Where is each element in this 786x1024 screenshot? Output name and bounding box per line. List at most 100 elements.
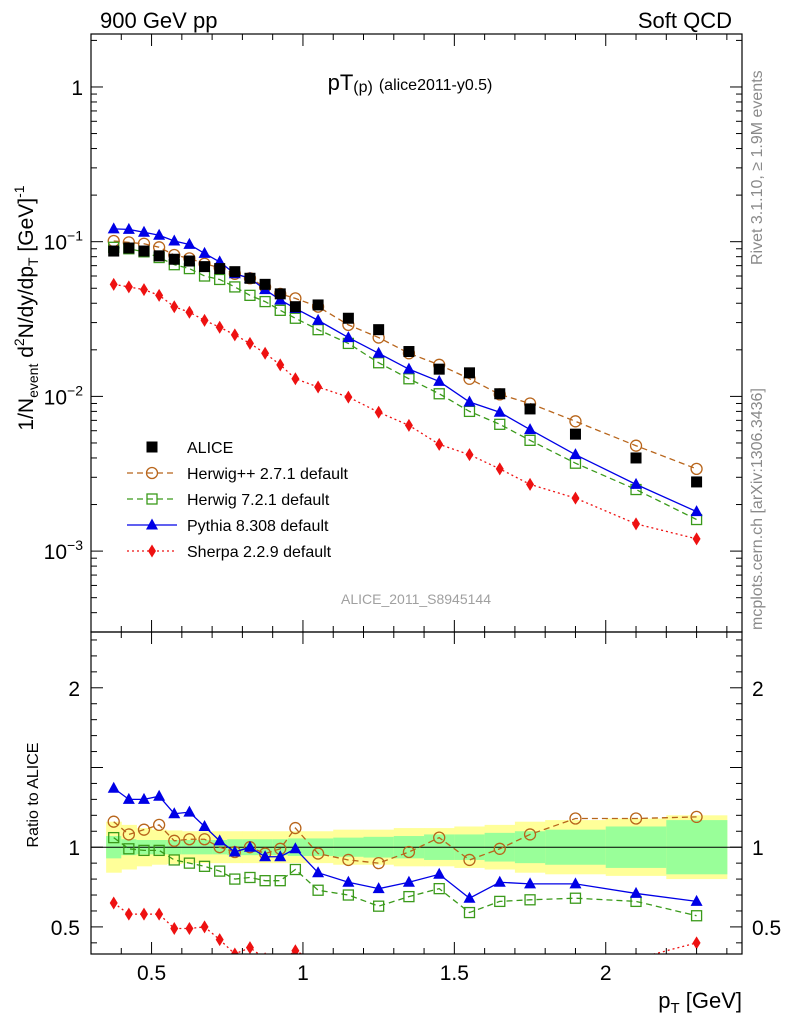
data-point [229,266,241,278]
data-point [690,462,703,476]
data-point [494,418,506,430]
data-point [524,434,536,446]
ratio-point [200,920,209,934]
data-point [185,305,194,319]
ratio-point [463,906,476,919]
data-point [403,373,415,385]
data-point [463,395,476,407]
x-tick-label: 1 [297,962,309,985]
y-tick-label: 1 [71,77,83,100]
ratio-y-tick-label: 1 [68,837,80,860]
ratio-point [493,842,506,855]
ratio-point [433,882,445,895]
data-point [526,477,535,491]
data-point [629,439,643,452]
legend-marker [145,466,159,480]
ratio-point [373,900,385,912]
ratio-point [109,896,118,910]
ratio-series-sherpa-2-2-9-default [109,896,701,981]
upper-frame [90,33,743,633]
mcplots-label: mcplots.cern.ch [arXiv:1306.3436] [749,388,766,630]
data-point [690,505,703,517]
ratio-point [289,863,302,876]
data-point [374,405,383,419]
data-point [692,532,701,546]
ratio-frame [90,631,743,955]
ratio-line [113,837,697,917]
upper-y-axis-label: 1/Nevent d2N/dy/dpT [GeV]-1 [11,185,41,430]
data-point [199,261,211,273]
ratio-point [314,955,322,968]
ratio-point [433,867,446,879]
ratio-point [690,910,703,922]
ratio-point [183,857,196,869]
plot-title-main: pT [328,70,354,95]
data-point [433,388,445,400]
ratio-y-tick-label-right: 2 [752,678,764,701]
data-point [291,372,300,386]
series-sherpa-2-2-9-default [109,277,701,546]
data-point [274,288,286,300]
ratio-point [107,781,120,793]
ratio-point [274,875,286,887]
data-point [198,246,211,258]
collision-label: 900 GeV pp [100,8,217,33]
ratio-point [463,891,476,903]
ratio-series-group [107,781,703,981]
legend-marker [146,441,158,453]
data-point [433,363,445,375]
data-point [372,346,385,358]
x-tick-label: 1.5 [440,962,469,985]
data-point [230,328,239,342]
ratio-point [214,865,226,877]
ratio-point [198,860,211,872]
ratio-point [692,936,701,950]
ratio-panel: 2 2 1 1 0.5 0.5 0.5 1 1.5 2 Ratio to ALICE pT [Ge… [25,631,781,1017]
data-point [435,437,444,451]
legend-entry: Sherpa 2.2.9 default [127,544,332,561]
data-point [344,390,353,404]
data-point [289,312,302,324]
data-point [244,289,256,301]
data-point [261,346,270,360]
ratio-point [571,965,579,978]
ratio-point [403,890,415,903]
ratio-point [569,812,582,825]
ratio-point [170,921,179,935]
ratio-y-tick-label: 0.5 [51,917,80,940]
data-point [244,272,256,284]
legend-entry: Herwig++ 2.7.1 default [127,466,349,483]
ratio-point [153,789,166,801]
ratio-y-tick-label-right: 0.5 [752,917,781,940]
ratio-point [523,828,537,841]
ratio-point [228,845,241,857]
ratio-point [213,834,226,846]
data-point [198,270,211,282]
legend-label: Herwig 7.2.1 default [187,492,330,509]
ratio-point [155,907,164,921]
data-point [124,280,133,294]
ratio-point [375,968,383,981]
ratio-point [463,853,476,867]
ratio-point [183,833,196,846]
ratio-point [496,968,504,981]
ratio-point [630,886,643,898]
ratio-point [493,875,506,887]
category-label: Soft QCD [638,8,732,33]
ratio-point [168,807,181,819]
ratio-point [312,884,324,896]
series-alice [108,242,703,488]
data-point [183,255,195,267]
data-point [632,517,641,531]
ratio-point [230,947,239,954]
ratio-point [311,847,325,860]
ratio-point [153,844,165,857]
ratio-point [123,843,135,855]
ratio-point [344,960,352,973]
data-point [373,324,385,336]
data-point [259,278,271,290]
legend-label: Pythia 8.308 default [187,518,329,535]
ratio-axis-ticks: 2 2 1 1 0.5 0.5 0.5 1 1.5 2 [51,632,781,985]
upper-series-layer [107,222,703,546]
ratio-point [526,968,534,981]
